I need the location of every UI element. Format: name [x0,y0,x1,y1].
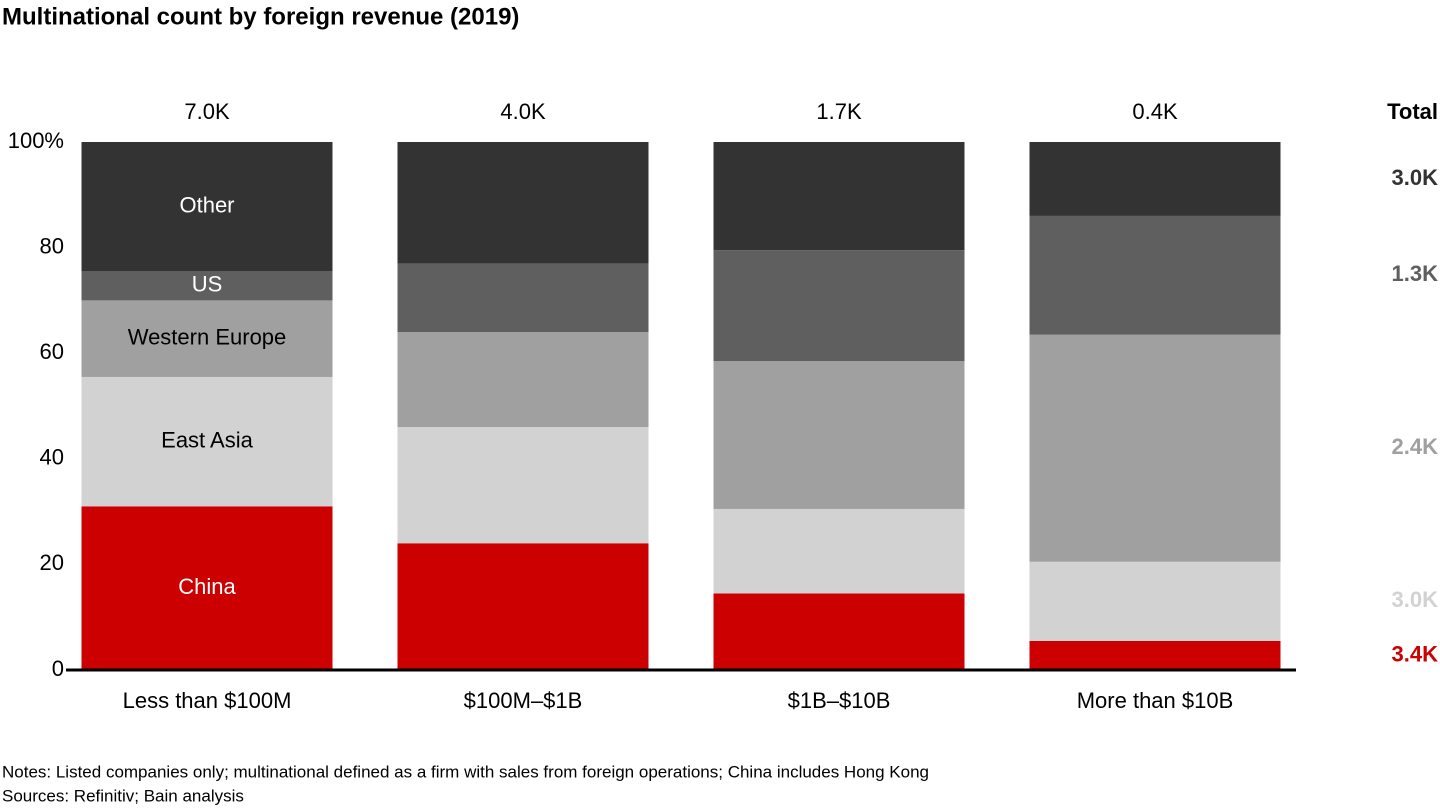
segment-label: Other [179,192,234,217]
column-total: 1.7K [816,99,862,124]
bar-segment [713,508,965,594]
bar-segment [397,427,649,544]
bar-segment [81,376,333,507]
bar-segment [713,593,965,670]
series-total: 3.0K [1392,587,1439,612]
total-header: Total [1387,99,1438,124]
bar-segment [81,142,333,272]
x-tick-label: $100M–$1B [464,688,583,713]
bar-segment [1029,640,1281,670]
series-total: 1.3K [1392,261,1439,286]
note: Sources: Refinitiv; Bain analysis [2,786,244,805]
column-total: 7.0K [184,99,230,124]
bar-segment [713,250,965,362]
bar-segment [1029,561,1281,641]
series-total: 2.4K [1392,434,1439,459]
bar-segment [713,142,965,251]
bar-segment [397,543,649,670]
bar-segment [1029,334,1281,562]
x-tick-label: Less than $100M [123,688,292,713]
x-tick-label: $1B–$10B [788,688,891,713]
note: Notes: Listed companies only; multinatio… [2,762,929,781]
column-total: 0.4K [1132,99,1178,124]
y-tick-label: 20 [40,550,64,575]
bar-segment [81,300,333,377]
bar-segment [81,506,333,670]
column-total: 4.0K [500,99,546,124]
segment-label: US [192,272,223,297]
bar-segment [81,271,333,301]
bar-segment [1029,215,1281,335]
y-tick-label: 60 [40,339,64,364]
bar-segment [397,142,649,264]
y-tick-label: 40 [40,445,64,470]
y-tick-label: 80 [40,233,64,258]
series-total: 3.4K [1392,641,1439,666]
segment-label: Western Europe [128,324,287,349]
bar-segment [1029,142,1281,216]
y-tick-label: 100% [8,128,64,153]
bar-segment [397,263,649,333]
segment-label: China [178,574,236,599]
bar-segment [713,361,965,509]
chart-title: Multinational count by foreign revenue (… [2,3,519,30]
y-tick-label: 0 [52,656,64,681]
series-total: 3.0K [1392,165,1439,190]
x-tick-label: More than $10B [1077,688,1234,713]
bar-segment [397,332,649,428]
segment-label: East Asia [161,427,253,452]
